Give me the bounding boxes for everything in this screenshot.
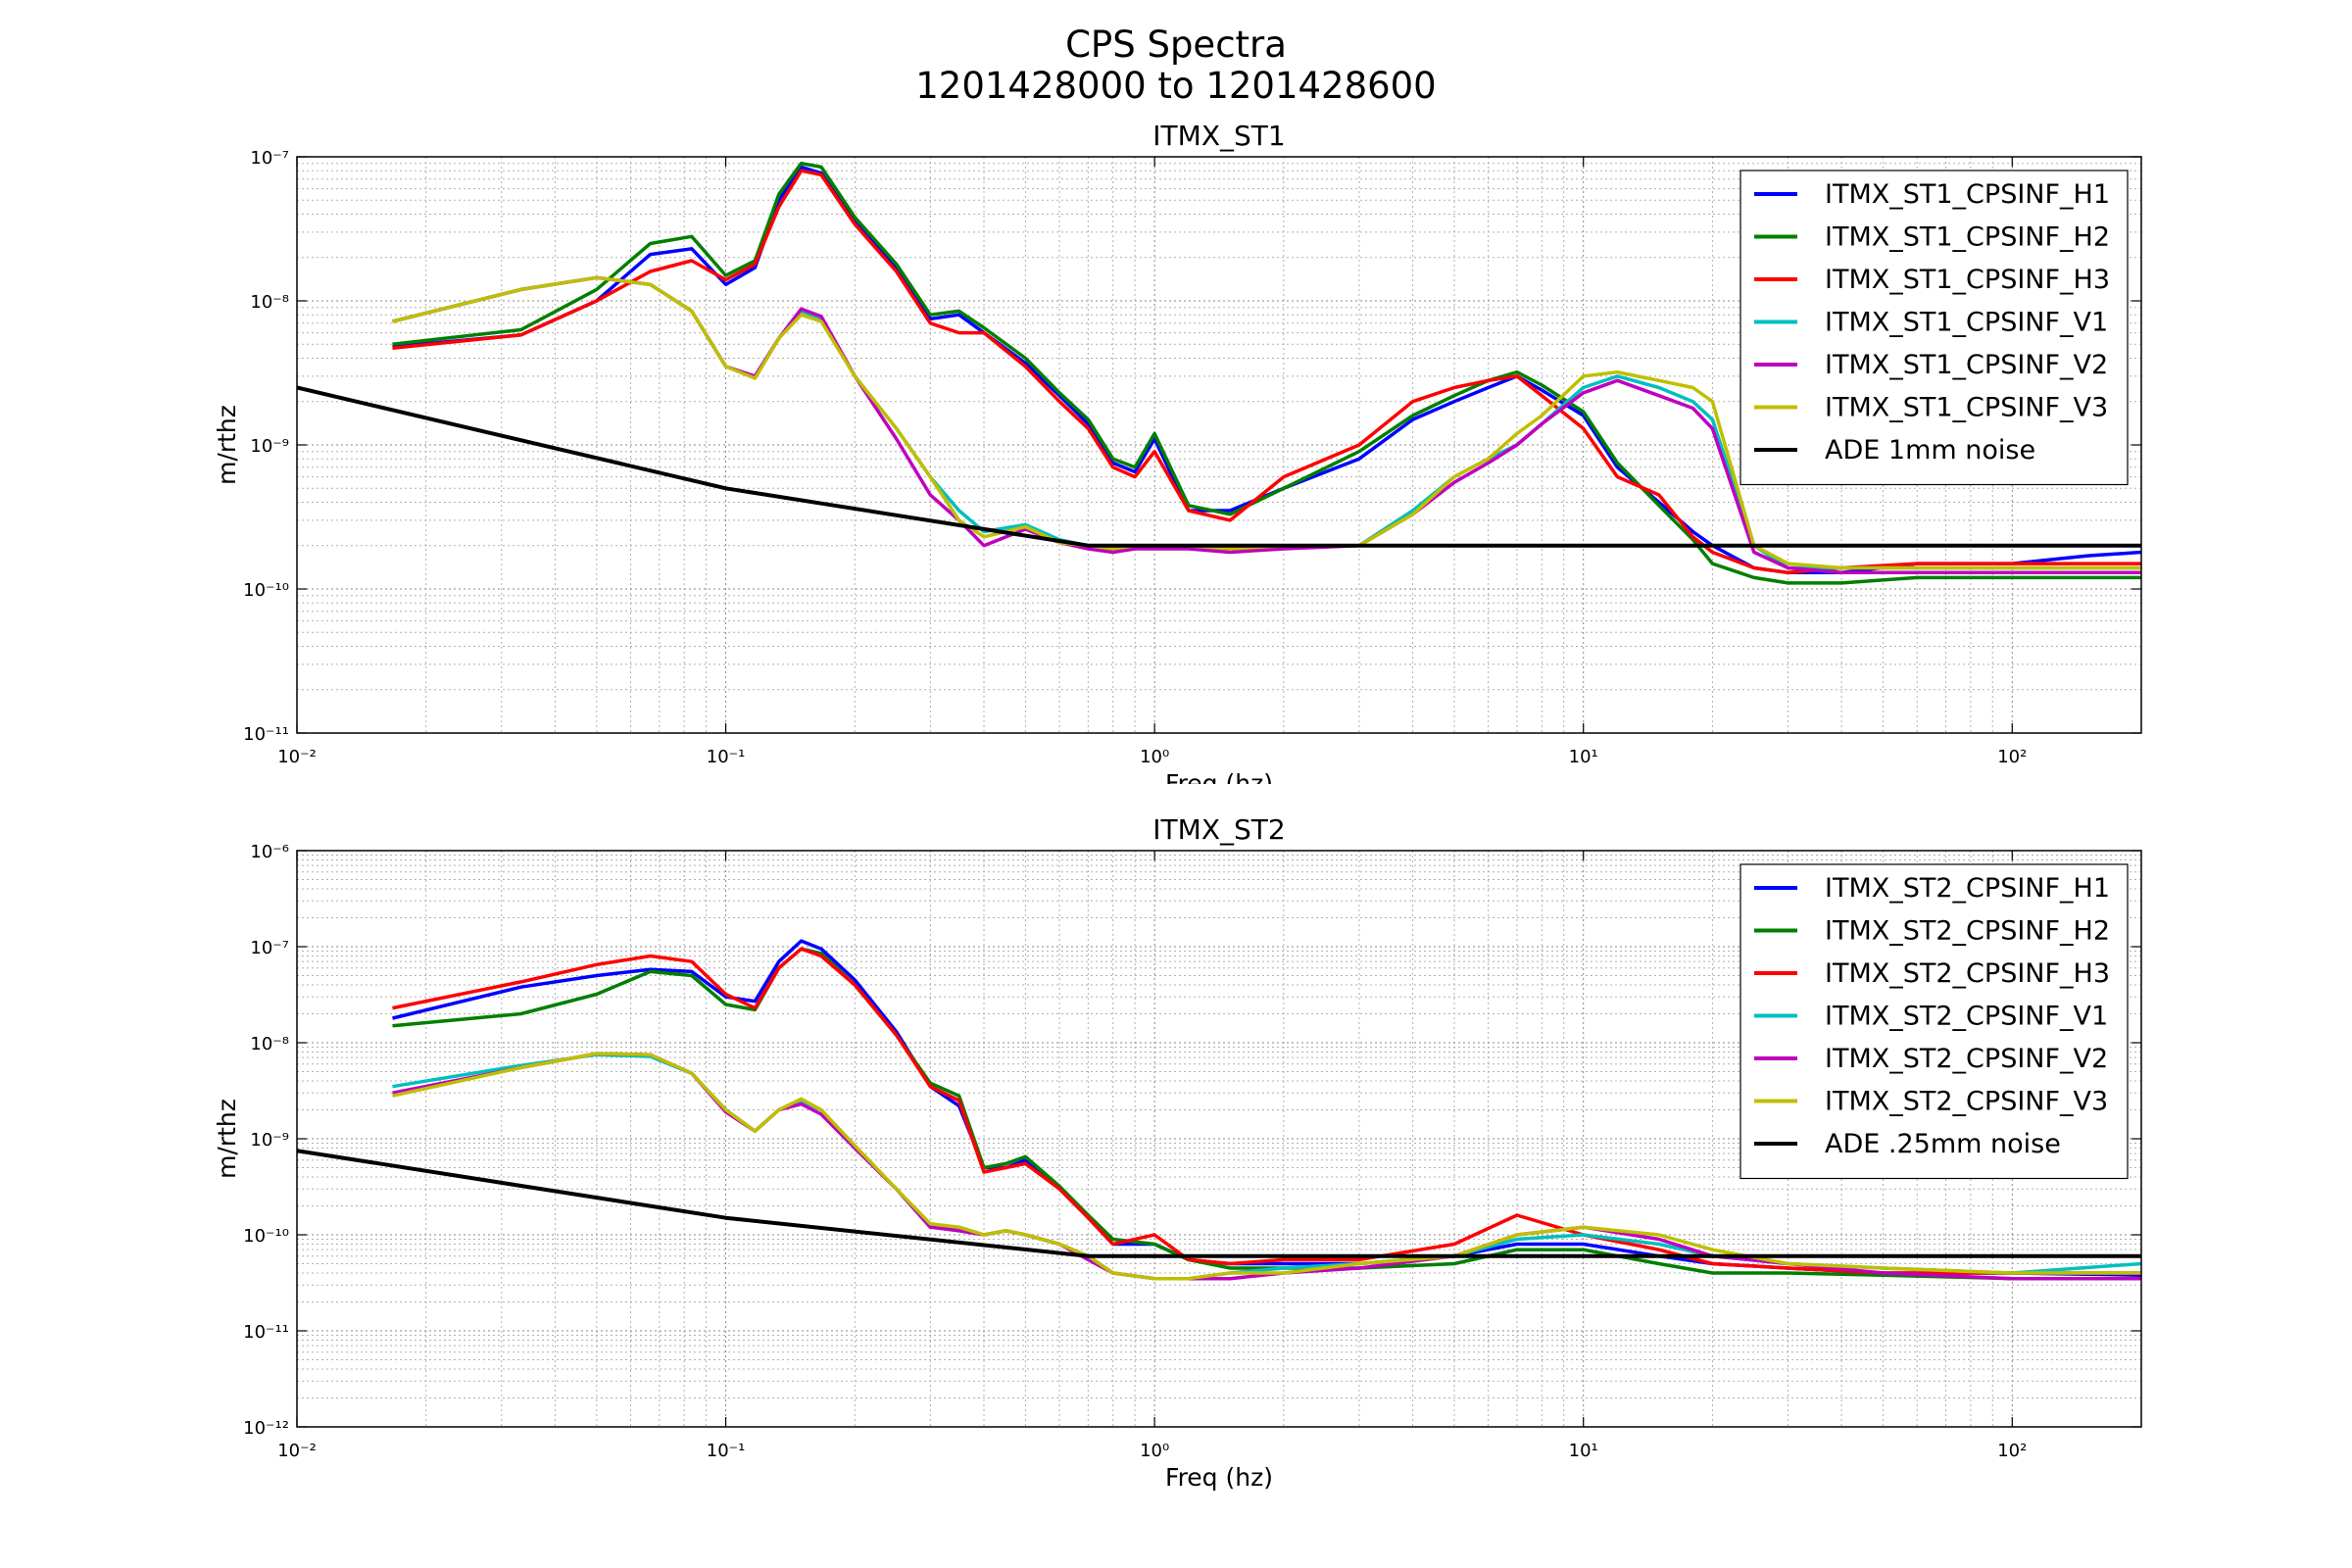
x-tick-label: 10⁻² xyxy=(277,747,317,767)
y-tick-label: 10⁻¹² xyxy=(243,1418,289,1439)
itmx-st1-title: ITMX_ST1 xyxy=(1152,120,1285,152)
legend-label: ITMX_ST1_CPSINF_H1 xyxy=(1825,179,2110,210)
series-line-itmx-st1-cpsinf-h3 xyxy=(392,169,2141,575)
x-axis-label: Freq (hz) xyxy=(1165,769,1273,784)
legend-label: ITMX_ST1_CPSINF_V3 xyxy=(1825,393,2108,423)
legend-label: ITMX_ST2_CPSINF_H1 xyxy=(1825,873,2110,904)
x-tick-label: 10² xyxy=(1997,1441,2027,1461)
y-axis-label: m/rthz xyxy=(213,1099,241,1179)
legend-label: ITMX_ST2_CPSINF_H3 xyxy=(1825,958,2110,989)
legend-label: ITMX_ST1_CPSINF_H3 xyxy=(1825,265,2110,295)
legend-label: ITMX_ST1_CPSINF_H2 xyxy=(1825,222,2110,253)
x-tick-label: 10⁻² xyxy=(277,1441,317,1461)
figure-title-line1: CPS Spectra xyxy=(1065,24,1287,66)
x-tick-label: 10¹ xyxy=(1569,1441,1598,1461)
legend-label: ADE .25mm noise xyxy=(1825,1129,2061,1159)
y-tick-label: 10⁻¹⁰ xyxy=(243,580,289,601)
y-tick-label: 10⁻⁹ xyxy=(250,436,289,457)
y-tick-label: 10⁻⁸ xyxy=(250,1034,289,1054)
x-tick-label: 10⁰ xyxy=(1140,1441,1169,1461)
series-line-ade-25mm-noise xyxy=(297,1149,2141,1258)
itmx-st1-plot: 10⁻² 10⁻¹ 10⁰ 10¹ 10² 10⁻¹¹ 10⁻¹⁰ 10⁻⁹ 10⁻⁸ 10⁻⁷ I… xyxy=(213,120,2142,784)
x-axis-label: Freq (hz) xyxy=(1165,1463,1273,1492)
series-lines xyxy=(297,939,2141,1281)
legend-label: ADE 1mm noise xyxy=(1825,435,2035,466)
legend: ITMX_ST2_CPSINF_H1 ITMX_ST2_CPSINF_H2 ITMX… xyxy=(1740,863,2129,1180)
y-tick-label: 10⁻¹¹ xyxy=(243,724,289,745)
x-tick-label: 10² xyxy=(1997,747,2027,767)
y-tick-label: 10⁻⁶ xyxy=(250,842,289,862)
y-tick-label: 10⁻¹¹ xyxy=(243,1322,289,1343)
y-tick-label: 10⁻⁹ xyxy=(250,1130,289,1151)
series-line-itmx-st1-cpsinf-h1 xyxy=(392,165,2141,575)
legend-label: ITMX_ST1_CPSINF_V2 xyxy=(1825,350,2108,380)
x-tick-label: 10⁻¹ xyxy=(707,1441,746,1461)
legend-label: ITMX_ST1_CPSINF_V1 xyxy=(1825,308,2108,338)
itmx-st2-plot: 10⁻² 10⁻¹ 10⁰ 10¹ 10² 10⁻¹² 10⁻¹¹ 10⁻¹⁰ 10⁻⁹ 10⁻⁸… xyxy=(213,813,2142,1492)
legend-box xyxy=(1740,170,2129,486)
legend-box xyxy=(1740,863,2129,1180)
legend-label: ITMX_ST2_CPSINF_V1 xyxy=(1825,1002,2108,1032)
series-line-ade-1mm-noise xyxy=(297,385,2141,548)
y-tick-label: 10⁻⁸ xyxy=(250,292,289,313)
series-line-itmx-st1-cpsinf-h2 xyxy=(392,161,2141,585)
series-lines xyxy=(297,161,2141,585)
y-axis-label: m/rthz xyxy=(213,405,241,485)
x-tick-label: 10⁻¹ xyxy=(707,747,746,767)
series-line-itmx-st2-cpsinf-h3 xyxy=(392,947,2141,1275)
legend-label: ITMX_ST2_CPSINF_V3 xyxy=(1825,1087,2108,1117)
legend-label: ITMX_ST2_CPSINF_V2 xyxy=(1825,1044,2108,1074)
figure-title-line2: 1201428000 to 1201428600 xyxy=(915,65,1437,107)
itmx-st2-title: ITMX_ST2 xyxy=(1152,813,1285,846)
x-tick-label: 10¹ xyxy=(1569,747,1598,767)
legend-label: ITMX_ST2_CPSINF_H2 xyxy=(1825,916,2110,947)
legend: ITMX_ST1_CPSINF_H1 ITMX_ST1_CPSINF_H2 ITMX… xyxy=(1740,170,2129,486)
y-tick-label: 10⁻¹⁰ xyxy=(243,1226,289,1247)
series-line-itmx-st2-cpsinf-v3 xyxy=(392,1052,2141,1281)
x-tick-label: 10⁰ xyxy=(1140,747,1169,767)
y-tick-label: 10⁻⁷ xyxy=(250,148,289,169)
y-tick-label: 10⁻⁷ xyxy=(250,938,289,958)
